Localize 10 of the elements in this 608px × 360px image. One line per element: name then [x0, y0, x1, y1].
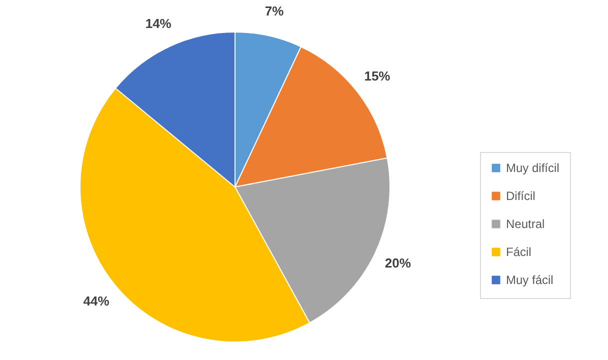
- data-label: 20%: [384, 256, 412, 271]
- data-label: 14%: [145, 16, 172, 32]
- data-label: 44%: [83, 294, 110, 309]
- data-label: 7%: [264, 3, 284, 18]
- data-label: 15%: [364, 68, 391, 84]
- legend-label: Muy fácil: [506, 273, 554, 287]
- legend-label: Neutral: [506, 217, 545, 231]
- legend-label: Muy difícil: [506, 161, 560, 175]
- legend-label: Fácil: [506, 245, 532, 259]
- legend-label: Difícil: [506, 189, 536, 203]
